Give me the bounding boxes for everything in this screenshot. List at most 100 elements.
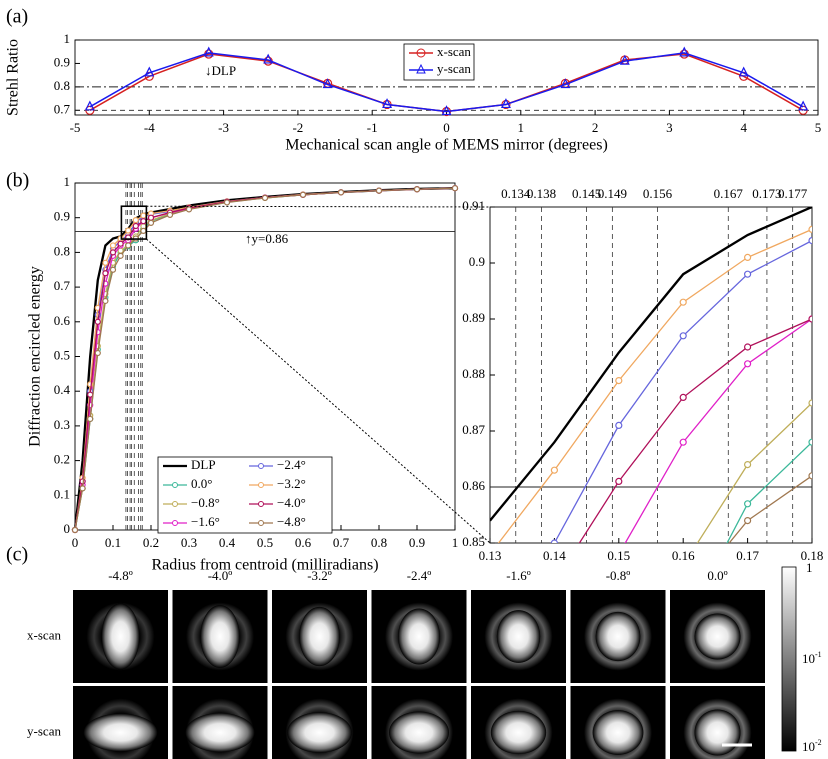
- marker: [118, 253, 123, 258]
- x-axis-label: Radius from centroid (milliradians): [151, 557, 378, 574]
- y-tick-label: 0.8: [54, 78, 70, 93]
- marker: [809, 226, 815, 232]
- y-tick-label: 0.87: [462, 422, 485, 437]
- x-tick-label: 0.8: [371, 535, 387, 550]
- y-tick-label: 0.4: [54, 382, 71, 397]
- marker: [680, 562, 686, 568]
- marker: [149, 220, 154, 225]
- colorbar-label-base: 10: [802, 739, 815, 754]
- y-tick-label: 0.85: [462, 534, 485, 549]
- plot-frame: [490, 207, 812, 543]
- x-tick-label: 0.2: [143, 535, 159, 550]
- beam-core: [200, 605, 239, 668]
- x-axis-label: Mechanical scan angle of MEMS mirror (de…: [285, 137, 608, 154]
- beam-core: [596, 612, 641, 661]
- beam-core: [102, 604, 140, 670]
- beam-profile: [684, 603, 752, 671]
- colorbar-label: 1: [806, 560, 813, 575]
- marker: [745, 361, 751, 367]
- marker: [377, 188, 382, 193]
- beam-profile: [385, 603, 453, 671]
- x-tick-label: -1: [367, 120, 378, 135]
- y-axis-label: Strehl Ratio: [5, 39, 22, 116]
- marker: [680, 394, 686, 400]
- marker: [616, 378, 622, 384]
- colorbar-label-exponent: -1: [815, 650, 822, 659]
- x-tick-label: 5: [815, 120, 822, 135]
- panel-label: (b): [6, 170, 29, 192]
- marker: [187, 207, 192, 212]
- marker: [141, 213, 146, 218]
- colorbar-label-base: 10: [802, 651, 815, 666]
- x-tick-label: 4: [740, 120, 747, 135]
- marker: [809, 400, 815, 406]
- marker: [141, 228, 146, 233]
- marker: [103, 298, 108, 303]
- marker: [168, 212, 173, 217]
- colorbar: [782, 567, 796, 751]
- panel-label: (a): [6, 6, 28, 28]
- beam-core: [497, 610, 540, 663]
- marker: [111, 243, 116, 248]
- reference-label: 0.177: [778, 186, 808, 201]
- marker: [118, 241, 123, 246]
- marker: [809, 439, 815, 445]
- legend-label: −0.8°: [191, 495, 220, 510]
- reference-label: 0.138: [527, 186, 556, 201]
- legend-marker: [173, 502, 178, 507]
- marker: [88, 392, 93, 397]
- marker: [745, 254, 751, 260]
- x-tick-label: 0.16: [672, 548, 695, 563]
- legend-marker: [173, 483, 178, 488]
- marker: [745, 271, 751, 277]
- x-tick-label: -5: [70, 120, 81, 135]
- x-tick-label: 0.9: [409, 535, 425, 550]
- beam-profile: [186, 603, 254, 671]
- marker: [95, 351, 100, 356]
- beam-core: [185, 713, 254, 752]
- column-label: -0.8º: [606, 568, 631, 583]
- beam-profile: [87, 603, 155, 671]
- marker: [141, 219, 146, 224]
- marker: [616, 422, 622, 428]
- colorbar-label-exponent: -2: [815, 738, 822, 747]
- beam-core: [491, 711, 546, 754]
- series-line: [490, 229, 812, 554]
- marker: [73, 528, 78, 533]
- column-label: -4.8º: [108, 568, 133, 583]
- annotation: ↓DLP: [205, 63, 236, 78]
- beam-core: [389, 712, 449, 754]
- x-tick-label: -4: [144, 120, 155, 135]
- beam-profile: [485, 603, 553, 671]
- marker: [126, 228, 131, 233]
- beam-core: [84, 714, 158, 752]
- legend-label: −1.6°: [191, 514, 220, 529]
- marker: [745, 462, 751, 468]
- legend-label: 0.0°: [191, 476, 212, 491]
- row-label: x-scan: [27, 627, 61, 642]
- marker: [126, 243, 131, 248]
- y-tick-label: 0.6: [54, 313, 71, 328]
- beam-core: [695, 710, 741, 756]
- y-tick-label: 0.2: [54, 452, 70, 467]
- column-label: -3.2º: [307, 568, 332, 583]
- row-label: y-scan: [27, 723, 61, 738]
- marker: [301, 192, 306, 197]
- marker: [263, 195, 268, 200]
- marker: [225, 200, 230, 205]
- legend-marker: [259, 502, 264, 507]
- x-tick-label: 1: [452, 535, 459, 550]
- y-tick-label: 0.3: [54, 417, 70, 432]
- marker: [415, 187, 420, 192]
- figure: (a) (b) (c) 0.70.80.91-5-4-3-2-1012345↓D…: [0, 0, 828, 759]
- reference-label: 0.167: [714, 186, 744, 201]
- beam-core: [593, 710, 644, 755]
- y-tick-label: 0.1: [54, 486, 70, 501]
- legend-label: −2.4°: [277, 457, 306, 472]
- y-tick-label: 0.88: [462, 366, 485, 381]
- marker: [133, 218, 138, 223]
- y-tick-label: 0.91: [462, 198, 485, 213]
- y-tick-label: 0.7: [54, 101, 71, 116]
- beam-core: [695, 614, 741, 660]
- legend-marker: [259, 483, 264, 488]
